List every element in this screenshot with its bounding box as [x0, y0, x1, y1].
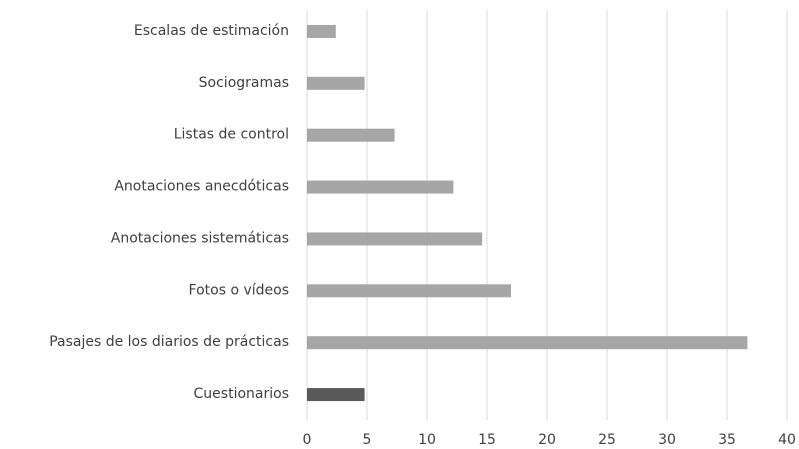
y-tick-label: Anotaciones sistemáticas — [111, 230, 289, 246]
bar — [307, 180, 454, 194]
bar — [307, 128, 395, 142]
y-tick-label: Anotaciones anecdóticas — [114, 179, 289, 195]
y-tick-label: Cuestionarios — [194, 386, 289, 402]
x-tick-label: 40 — [778, 432, 796, 448]
x-tick-label: 25 — [598, 432, 616, 448]
y-tick-label: Sociogramas — [199, 75, 289, 91]
bar — [307, 336, 748, 350]
x-tick-label: 15 — [478, 432, 496, 448]
x-tick-label: 0 — [303, 432, 312, 448]
bar — [307, 76, 365, 90]
bar — [307, 388, 365, 402]
x-tick-label: 20 — [538, 432, 556, 448]
x-tick-label: 10 — [418, 432, 436, 448]
y-tick-label: Escalas de estimación — [134, 23, 289, 39]
y-tick-label: Pasajes de los diarios de prácticas — [49, 334, 289, 350]
x-tick-label: 35 — [718, 432, 736, 448]
y-tick-label: Listas de control — [174, 127, 289, 143]
x-tick-label: 30 — [658, 432, 676, 448]
bar — [307, 232, 483, 246]
bar — [307, 284, 511, 298]
x-tick-label: 5 — [363, 432, 372, 448]
y-tick-label: Fotos o vídeos — [189, 282, 289, 298]
bar — [307, 24, 336, 38]
